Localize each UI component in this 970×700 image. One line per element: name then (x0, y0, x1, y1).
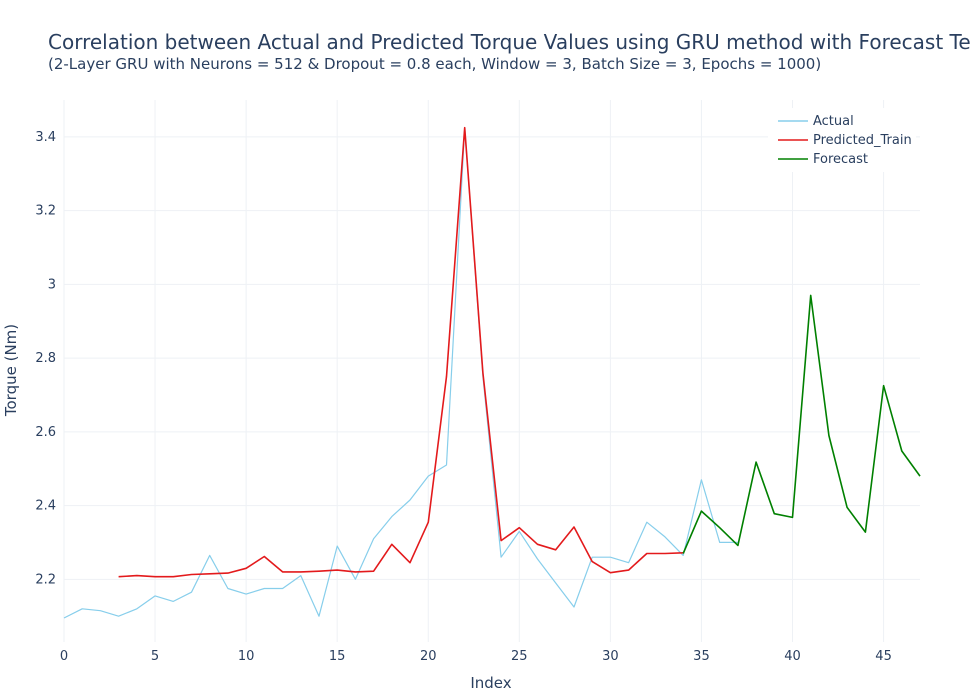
y-tick-label: 3.4 (35, 130, 56, 145)
legend-label: Actual (813, 114, 854, 129)
legend-item-predicted-train[interactable]: Predicted_Train (778, 133, 912, 148)
series-lines (63, 126, 921, 619)
legend-label: Predicted_Train (813, 133, 912, 148)
y-tick-label: 2.2 (35, 572, 56, 587)
x-tick-label: 5 (151, 649, 159, 664)
y-tick-label: 3 (48, 277, 56, 292)
legend-item-actual[interactable]: Actual (778, 114, 854, 129)
x-axis-title: Index (470, 674, 511, 692)
y-tick-label: 2.4 (35, 499, 56, 514)
x-tick-label: 40 (784, 649, 801, 664)
grid (63, 100, 920, 642)
x-tick-label: 45 (875, 649, 892, 664)
chart-title: Correlation between Actual and Predicted… (48, 30, 970, 54)
y-tick-label: 3.2 (35, 204, 56, 219)
y-tick-label: 2.8 (35, 351, 56, 366)
x-tick-label: 10 (238, 649, 255, 664)
x-tick-label: 0 (60, 649, 68, 664)
x-tick-label: 15 (329, 649, 346, 664)
x-tick-label: 20 (420, 649, 437, 664)
y-axis-title: Torque (Nm) (2, 324, 20, 417)
series-line-forecast (682, 294, 921, 554)
legend-item-forecast[interactable]: Forecast (778, 152, 868, 167)
x-tick-label: 25 (511, 649, 528, 664)
series-line-predicted-train (118, 126, 684, 578)
series-line-actual (63, 127, 738, 619)
x-tick-label: 35 (693, 649, 710, 664)
x-tick-label: 30 (602, 649, 619, 664)
legend-label: Forecast (813, 152, 868, 167)
tick-labels: 0 5 10 15 20 25 30 35 40 45 2.2 2.4 2.6 2.8 3 3.2 3.4 (35, 130, 892, 664)
chart-subtitle: (2-Layer GRU with Neurons = 512 & Dropou… (48, 55, 822, 73)
legend[interactable]: Actual Predicted_Train Forecast (768, 108, 916, 172)
y-tick-label: 2.6 (35, 425, 56, 440)
